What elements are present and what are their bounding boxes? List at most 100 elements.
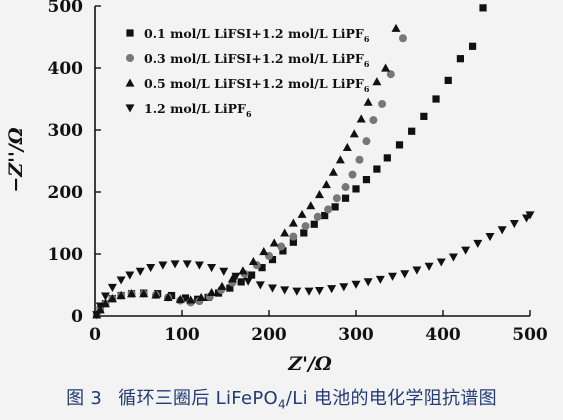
data-point	[226, 284, 234, 292]
data-point	[391, 23, 401, 32]
data-point	[158, 261, 168, 270]
data-point	[255, 281, 265, 290]
x-axis-label: Z'/Ω	[287, 353, 332, 375]
data-point	[248, 271, 256, 279]
data-point	[297, 209, 307, 218]
data-point	[352, 185, 360, 193]
data-point	[268, 255, 277, 264]
data-point	[267, 284, 277, 293]
series-4	[92, 211, 535, 320]
data-point	[288, 218, 298, 227]
data-point	[107, 283, 117, 292]
x-tick-label: 500	[512, 325, 548, 345]
data-point	[146, 264, 156, 273]
data-point	[348, 170, 357, 179]
data-point	[509, 220, 519, 229]
data-point	[219, 267, 229, 276]
data-point	[139, 289, 149, 298]
data-point	[525, 211, 535, 220]
data-point	[412, 266, 422, 275]
y-tick-label: 100	[48, 245, 84, 265]
data-point	[314, 286, 324, 296]
chart-ticks: 0 100 200 300 400 500 0 100 200 300 400 500	[48, 0, 548, 345]
data-point	[107, 294, 117, 303]
legend-label: 0.5 mol/L LiFSI+1.2 mol/L LiPF6	[144, 76, 370, 94]
data-point	[339, 283, 349, 292]
data-point	[381, 63, 391, 72]
data-point	[306, 201, 316, 210]
data-point	[300, 229, 308, 237]
y-tick-label: 200	[48, 183, 84, 203]
data-point	[468, 42, 477, 50]
data-point	[116, 276, 126, 285]
eis-chart: 0 100 200 300 400 500 0 100 200 300 400 500 0.1 mol…	[5, 0, 548, 375]
data-point	[289, 238, 297, 246]
data-point	[351, 280, 361, 289]
data-point	[92, 311, 102, 320]
data-point	[424, 262, 434, 271]
data-point	[479, 4, 487, 12]
chart-legend: 0.1 mol/L LiFSI+1.2 mol/L LiPF6 0.3 mol/L…	[125, 26, 370, 119]
data-point	[321, 211, 329, 220]
data-point	[362, 176, 371, 184]
legend-label: 0.1 mol/L LiFSI+1.2 mol/L LiPF6	[144, 26, 370, 44]
data-point	[277, 242, 286, 251]
data-point	[388, 272, 398, 281]
data-point	[420, 112, 428, 120]
x-tick-label: 300	[338, 325, 374, 345]
data-point	[355, 155, 364, 164]
data-point	[151, 290, 161, 299]
data-point	[363, 97, 373, 106]
data-point	[292, 287, 302, 296]
data-point	[289, 232, 298, 241]
data-point	[444, 76, 452, 84]
data-point	[227, 274, 237, 283]
chart-axes	[94, 6, 530, 317]
data-point	[395, 141, 404, 149]
data-point	[135, 267, 145, 276]
data-point	[314, 189, 324, 199]
data-point	[182, 260, 192, 269]
data-point	[125, 271, 135, 280]
data-point	[432, 95, 440, 103]
data-point	[383, 154, 391, 162]
data-point	[279, 247, 287, 255]
data-point	[341, 194, 350, 202]
data-point	[473, 239, 483, 248]
chart-marks	[92, 4, 535, 320]
data-point	[231, 272, 241, 281]
data-point	[332, 194, 341, 203]
data-point	[269, 238, 279, 247]
data-point	[163, 292, 173, 301]
data-point	[324, 205, 333, 214]
legend-entry: 0.1 mol/L LiFSI+1.2 mol/L LiPF6	[126, 26, 370, 44]
data-point	[301, 222, 310, 231]
data-point	[258, 264, 266, 272]
y-tick-label: 300	[48, 121, 84, 141]
data-point	[238, 266, 248, 275]
y-axis-label: −Z''/Ω	[5, 127, 27, 192]
caption-suffix: /Li 电池的电化学阻抗谱图	[285, 388, 497, 409]
data-point	[186, 295, 196, 304]
x-tick-label: 0	[89, 325, 101, 345]
legend-entry: 0.3 mol/L LiFSI+1.2 mol/L LiPF6	[126, 51, 370, 69]
data-point	[349, 129, 359, 138]
y-tick-label: 500	[48, 0, 84, 17]
data-point	[341, 183, 350, 192]
legend-marker	[126, 54, 134, 62]
caption-subscript: 4	[277, 397, 286, 412]
x-tick-label: 400	[425, 325, 461, 345]
data-point	[321, 180, 331, 189]
data-point	[363, 278, 373, 287]
data-point	[461, 246, 471, 255]
y-tick-label: 400	[48, 59, 84, 79]
data-point	[328, 167, 338, 176]
data-point	[373, 165, 381, 173]
legend-marker	[125, 104, 135, 113]
data-point	[175, 294, 185, 303]
data-point	[375, 275, 385, 284]
data-point	[362, 137, 371, 146]
data-point	[485, 233, 495, 242]
series-3	[92, 23, 401, 319]
